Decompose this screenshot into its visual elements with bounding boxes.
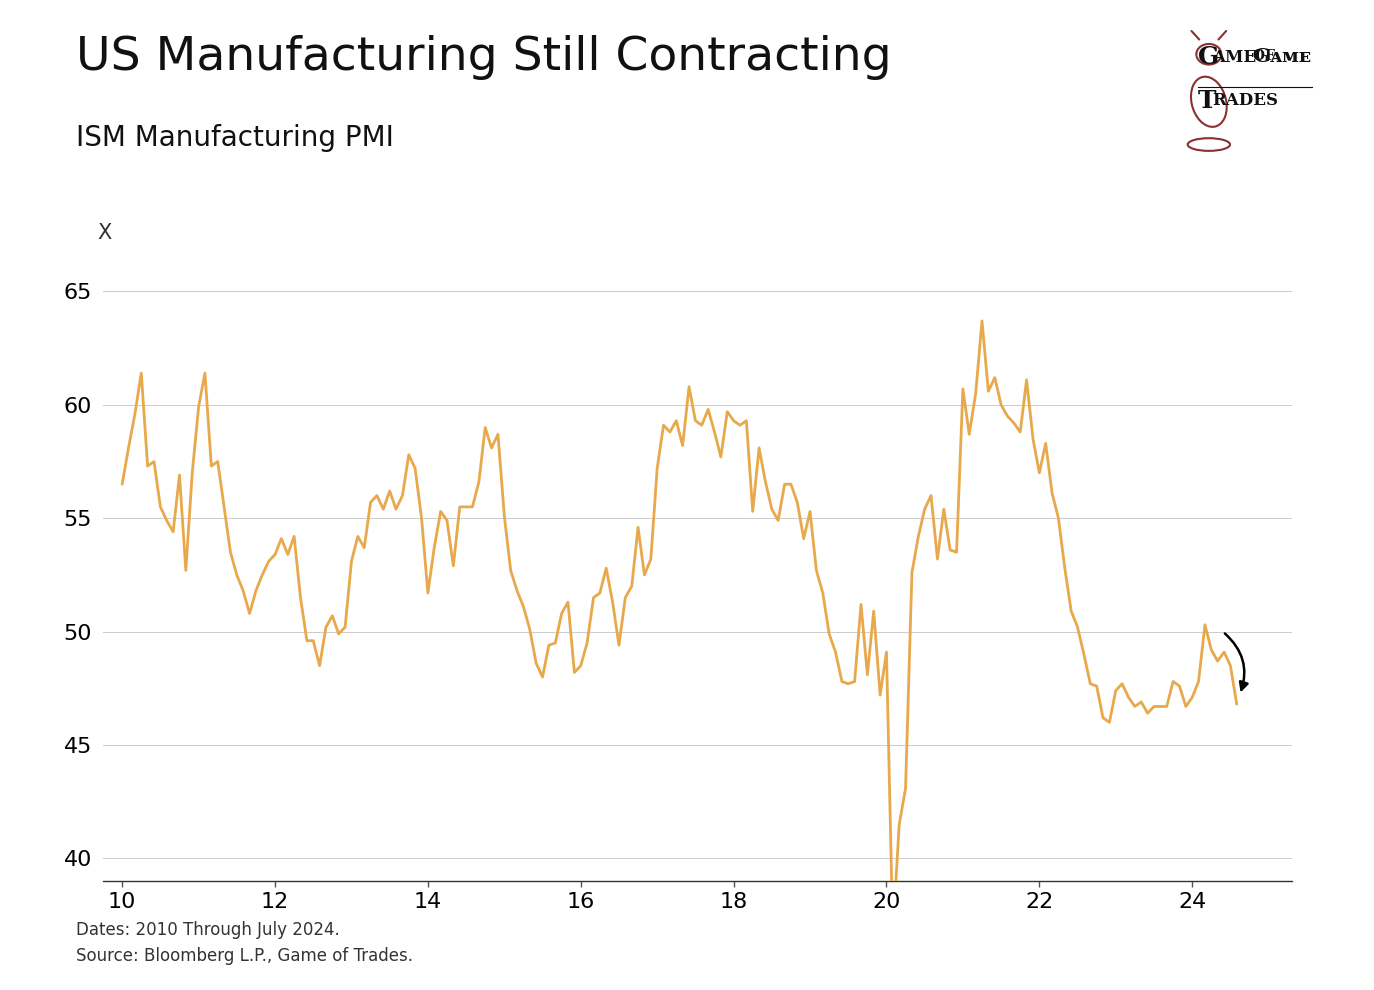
Text: Dates: 2010 Through July 2024.
Source: Bloomberg L.P., Game of Trades.: Dates: 2010 Through July 2024. Source: B…: [76, 921, 412, 965]
Text: ISM Manufacturing PMI: ISM Manufacturing PMI: [76, 124, 393, 151]
Text: Gᴀᴍᴇ: Gᴀᴍᴇ: [1253, 49, 1311, 66]
Text: X: X: [98, 223, 111, 244]
Text: RADES: RADES: [1212, 92, 1278, 109]
Text: G: G: [1198, 45, 1220, 68]
Text: US Manufacturing Still Contracting: US Manufacturing Still Contracting: [76, 35, 892, 79]
Text: T: T: [1198, 89, 1216, 113]
Text: AME: AME: [1212, 49, 1256, 65]
Text: OF: OF: [1248, 49, 1275, 62]
